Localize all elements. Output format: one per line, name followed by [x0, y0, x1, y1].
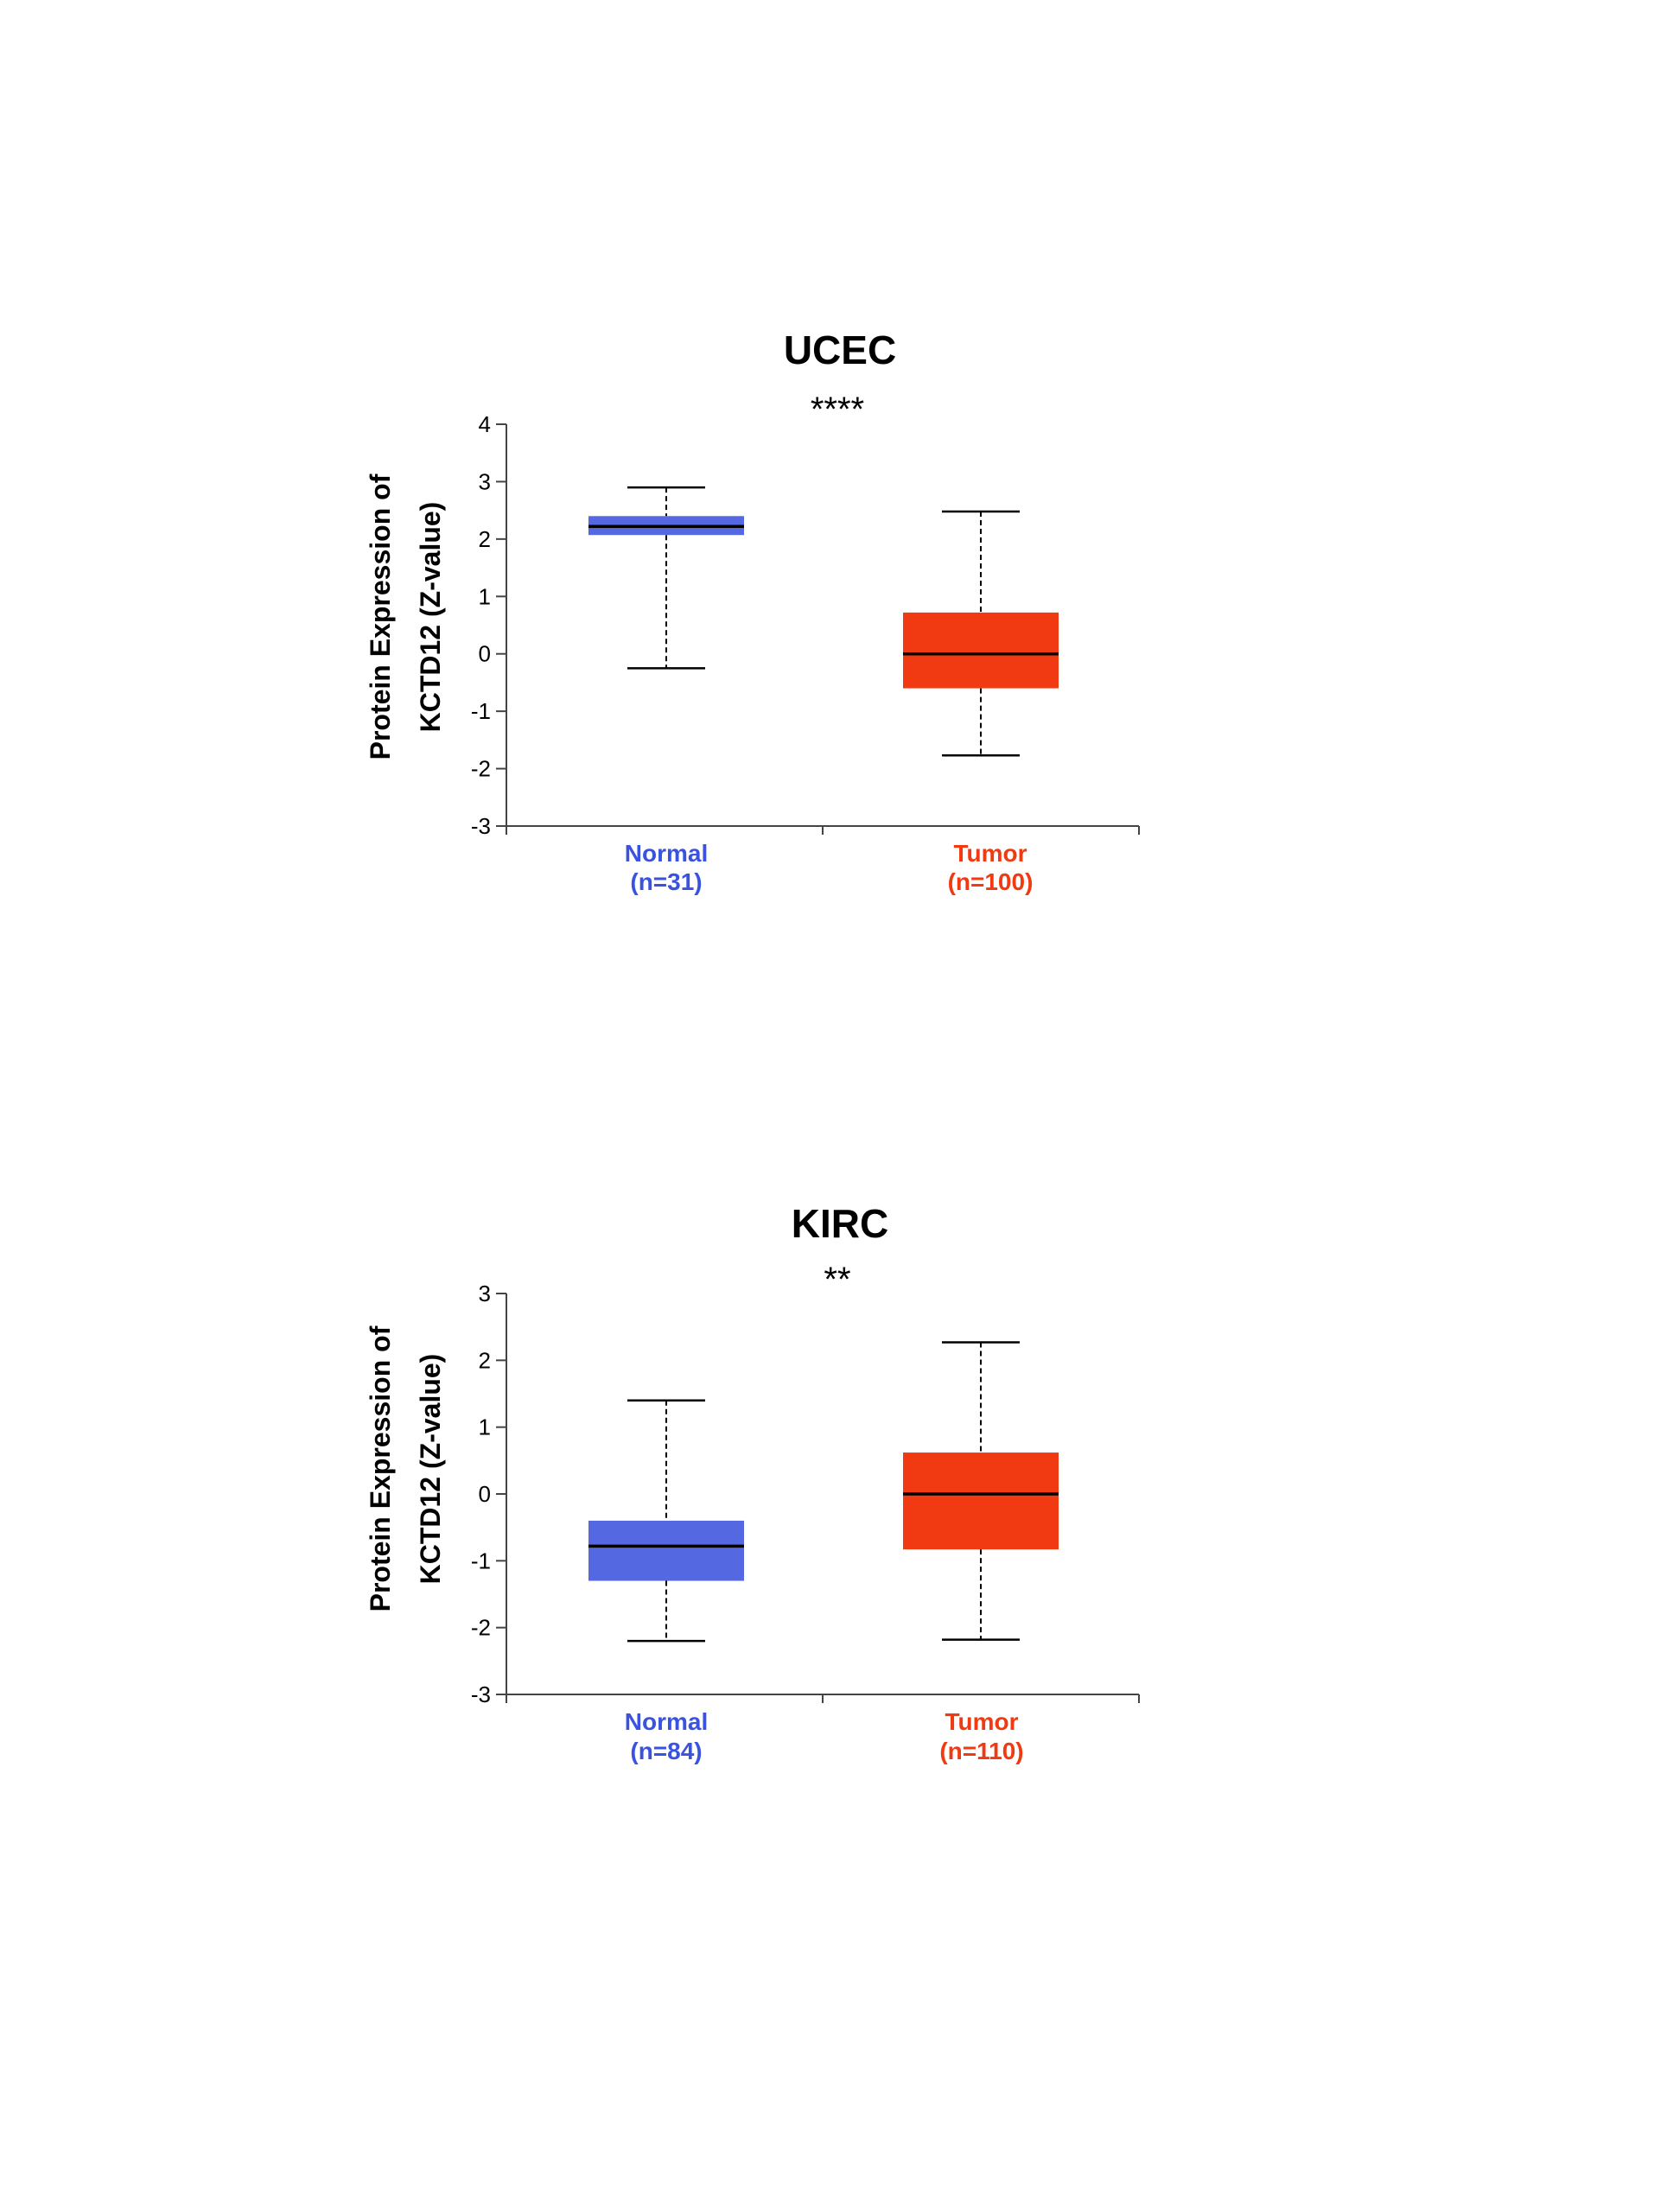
- box-tumor: [903, 510, 1059, 757]
- category-label: Tumor: [945, 1708, 1018, 1735]
- category-label: Normal: [625, 1708, 708, 1735]
- y-tick-label: -2: [471, 1615, 491, 1641]
- significance-label: ****: [811, 391, 864, 429]
- iqr-box: [903, 1452, 1059, 1550]
- sample-size-label: (n=31): [630, 868, 702, 895]
- iqr-box: [903, 612, 1059, 689]
- box-normal: [588, 1399, 744, 1643]
- sample-size-label: (n=100): [948, 868, 1034, 895]
- y-axis-label: Protein Expression of: [365, 1325, 396, 1611]
- sample-size-label: (n=84): [630, 1738, 702, 1764]
- y-tick-label: -3: [471, 1681, 491, 1707]
- chart-kirc: KIRC ** 3 2 1 0 -1 -2 -3 Protein Expression of KCT…: [365, 1201, 1140, 1764]
- y-tick-label: -1: [471, 1548, 491, 1573]
- category-label: Tumor: [953, 840, 1027, 867]
- y-tick-label: -1: [471, 698, 491, 724]
- box-normal: [588, 486, 744, 670]
- category-label: Normal: [625, 840, 708, 867]
- y-tick-label: -3: [471, 813, 491, 839]
- chart-ucec: UCEC **** 4 3 2 1 0 -1 -2 -3 Protein Expression of…: [365, 327, 1140, 895]
- y-tick-label: 3: [479, 468, 491, 494]
- y-tick-label: 0: [479, 1481, 491, 1507]
- y-tick-label: 2: [479, 526, 491, 552]
- iqr-box: [588, 1520, 744, 1581]
- y-tick-label: 1: [479, 1414, 491, 1440]
- y-tick-label: 2: [479, 1347, 491, 1373]
- y-tick-label: 0: [479, 641, 491, 667]
- significance-label: **: [824, 1261, 850, 1299]
- y-tick-label: 1: [479, 583, 491, 609]
- y-axis-label: KCTD12 (Z-value): [415, 1354, 446, 1585]
- y-tick-label: -2: [471, 756, 491, 782]
- chart-title: KIRC: [792, 1201, 888, 1246]
- y-axis-label: Protein Expression of: [365, 474, 396, 760]
- y-axis-label: KCTD12 (Z-value): [415, 502, 446, 733]
- y-tick-label: 3: [479, 1281, 491, 1306]
- y-tick-label: 4: [479, 411, 491, 437]
- chart-title: UCEC: [784, 327, 896, 372]
- sample-size-label: (n=110): [939, 1738, 1023, 1764]
- box-tumor: [903, 1341, 1059, 1641]
